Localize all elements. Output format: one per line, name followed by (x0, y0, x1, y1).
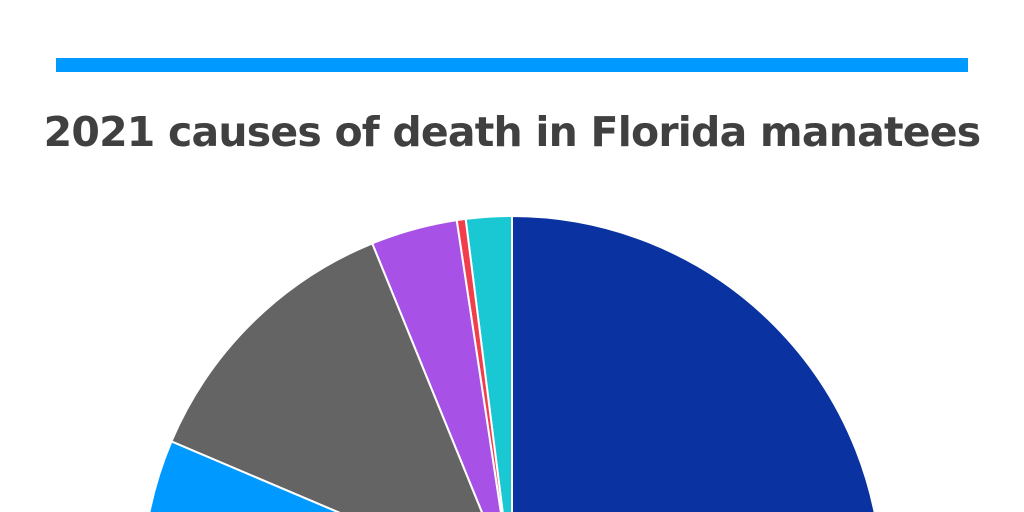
accent-bar (56, 58, 968, 72)
pie-slice (170, 242, 483, 512)
pie-slices (148, 214, 876, 512)
pie-slice (511, 214, 876, 512)
chart-title: 2021 causes of death in Florida manatees (43, 108, 982, 156)
pie-slice (148, 440, 341, 512)
